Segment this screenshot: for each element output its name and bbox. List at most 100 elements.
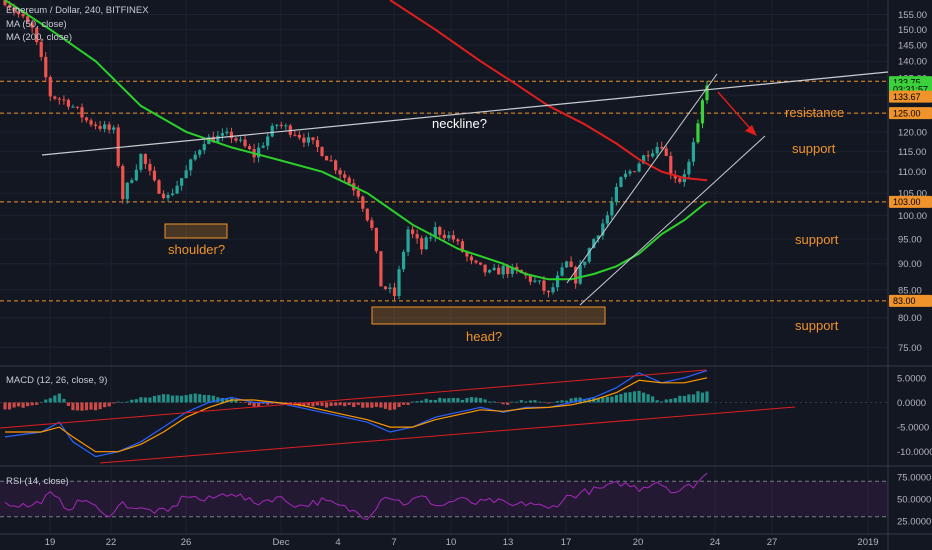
macd-histogram-bar — [57, 393, 61, 403]
candle-body — [16, 11, 21, 15]
candle-body — [320, 147, 324, 157]
macd-legend[interactable]: MACD (12, 26, close, 9) — [6, 375, 108, 386]
candle-body — [646, 155, 650, 157]
macd-tick-label: -5.0000 — [897, 423, 929, 434]
macd-histogram-bar — [315, 402, 320, 406]
macd-histogram-bar — [533, 400, 537, 403]
candle-body — [365, 208, 369, 221]
candle-body — [474, 260, 478, 263]
macd-histogram-bar — [139, 397, 143, 403]
candle-body — [569, 261, 573, 267]
head-box — [371, 306, 606, 325]
price-tick-label: 100.00 — [898, 211, 927, 222]
time-tick-label: 22 — [106, 537, 117, 548]
candle-body — [356, 190, 360, 197]
shoulder-box — [164, 223, 228, 239]
macd-histogram-bar — [465, 397, 469, 403]
candle-body — [687, 161, 691, 175]
price-badge — [889, 294, 932, 307]
macd-histogram-bar — [84, 402, 89, 411]
rsi-tick-label: 25.0000 — [897, 517, 931, 528]
macd-histogram-bar — [682, 395, 686, 403]
candle-body — [334, 160, 338, 171]
candle-body — [266, 136, 270, 146]
candle-body — [469, 256, 474, 261]
macd-histogram-bar — [519, 400, 523, 403]
candle-body — [424, 237, 428, 250]
candle-body — [143, 154, 147, 164]
candle-body — [515, 266, 519, 270]
macd-histogram-bar — [356, 402, 360, 405]
macd-histogram-bar — [211, 395, 215, 403]
candle-body — [370, 220, 374, 228]
macd-histogram-bar — [98, 402, 102, 410]
macd-histogram-bar — [542, 401, 546, 403]
candle-body — [383, 286, 388, 289]
macd-histogram-bar — [646, 394, 650, 403]
price-badge-label: 83.00 — [893, 296, 916, 306]
channel-lower-line — [579, 135, 766, 306]
candle-body — [533, 280, 537, 282]
macd-histogram-bar — [311, 402, 315, 407]
macd-histogram-bar — [560, 400, 564, 403]
candle-body — [130, 180, 134, 183]
candle-body — [175, 185, 179, 194]
macd-histogram-bar — [193, 393, 197, 403]
candle-body — [229, 131, 234, 139]
support-resistance-levels — [0, 80, 888, 302]
macd-histogram-bar — [16, 402, 21, 407]
candle-body — [546, 290, 551, 293]
macd-histogram-bar — [569, 398, 573, 403]
rsi-legend[interactable]: RSI (14, close) — [6, 476, 69, 487]
candle-body — [116, 127, 120, 167]
macd-histogram-bar — [39, 402, 43, 403]
time-tick-label: 7 — [391, 537, 396, 548]
rsi-line — [4, 472, 708, 521]
macd-histogram-bar — [623, 392, 628, 403]
candle-body — [641, 155, 646, 164]
macd-histogram-bar — [551, 402, 555, 403]
macd-histogram-bar — [121, 402, 125, 403]
candle-body — [483, 264, 487, 273]
chart-title: Ethereum / Dollar, 240, BITFINEX — [6, 5, 149, 16]
candle-body — [180, 178, 184, 186]
macd-histogram-bar — [125, 401, 129, 403]
macd-histogram-bar — [157, 395, 161, 403]
macd-histogram-bar — [184, 395, 188, 403]
macd-histogram-bar — [501, 402, 505, 405]
candle-body — [592, 239, 596, 249]
macd-histogram-bar — [175, 395, 179, 403]
macd-histogram-bar — [252, 402, 256, 407]
candle-body — [429, 237, 433, 239]
candle-body — [84, 117, 89, 121]
candle-body — [170, 193, 175, 196]
candle-body — [275, 124, 279, 126]
macd-histogram-bar — [320, 402, 324, 406]
candle-body — [537, 280, 542, 282]
candle-body — [225, 131, 229, 134]
candle-body — [148, 163, 152, 171]
macd-histogram-bar — [673, 398, 677, 403]
macd-histogram-bar — [202, 394, 206, 403]
signal-line — [5, 377, 708, 453]
macd-histogram-bar — [705, 391, 709, 403]
macd-histogram-bar — [324, 402, 329, 408]
candle-body — [696, 123, 700, 143]
candle-body — [551, 287, 555, 293]
time-tick-label: 13 — [503, 537, 514, 548]
candle-body — [361, 196, 365, 209]
candle-body — [651, 153, 655, 157]
price-tick-label: 75.00 — [898, 343, 922, 354]
macd-histogram-bar — [537, 401, 542, 403]
macd-histogram-bar — [338, 402, 342, 406]
candle-body — [57, 98, 61, 100]
price-tick-label: 105.00 — [898, 189, 927, 200]
macd-histogram-bar — [379, 402, 383, 408]
macd-histogram-bar — [89, 402, 93, 410]
candle-body — [243, 139, 247, 147]
ma200-legend[interactable]: MA (200, close) — [6, 32, 72, 43]
ma50-legend[interactable]: MA (50, close) — [6, 19, 67, 30]
macd-histogram-bar — [605, 396, 609, 403]
candle-body — [329, 160, 333, 162]
